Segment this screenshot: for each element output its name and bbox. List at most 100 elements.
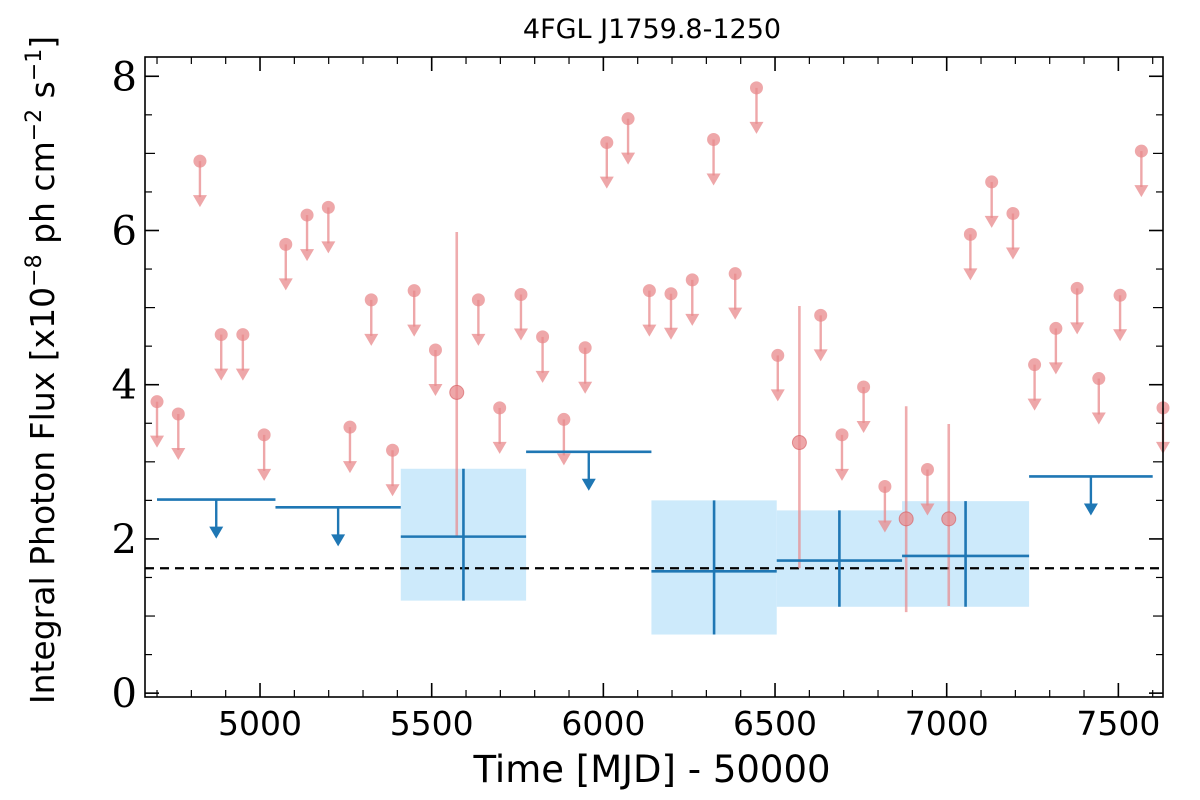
monthly-upper-limit-point [1028,358,1042,372]
y-tick-label: 6 [112,208,137,254]
monthly-upper-limit-point [1113,288,1127,302]
monthly-upper-limit-arrowhead [834,468,849,481]
monthly-upper-limit-point [236,328,250,342]
monthly-upper-limit-arrowhead [492,441,507,454]
monthly-upper-limit-arrowhead [877,520,892,533]
monthly-upper-limit-arrowhead [685,313,700,326]
monthly-upper-limit-arrowhead [1134,185,1149,198]
y-tick-label: 4 [112,363,137,409]
monthly-upper-limit-arrowhead [257,468,272,481]
monthly-upper-limit-point [193,154,207,168]
monthly-upper-limit-arrowhead [556,453,571,466]
y-axis-label-exp1: −8 [22,254,47,286]
monthly-upper-limit-point [407,284,421,298]
monthly-upper-limit-point [493,401,507,415]
monthly-upper-limit-arrowhead [963,268,978,281]
y-tick-label: 2 [112,517,137,563]
monthly-upper-limit-arrowhead [642,324,657,337]
y-axis-label-mid2: s [23,81,62,109]
monthly-detection-point [898,511,914,527]
monthly-upper-limit-arrowhead [856,421,871,434]
monthly-upper-limit-arrowhead [513,328,528,341]
monthly-upper-limit-arrowhead [300,249,315,262]
monthly-upper-limit-arrowhead [192,195,207,208]
monthly-upper-limit-point [771,348,785,362]
monthly-upper-limit-arrowhead [364,333,379,346]
monthly-upper-limit-arrowhead [920,503,935,516]
monthly-upper-limit-arrowhead [770,389,785,402]
axes-frame [144,56,1164,698]
monthly-upper-limit-arrowhead [407,324,422,337]
monthly-upper-limit-arrowhead [663,327,678,340]
x-tick-label: 7500 [1076,704,1160,743]
monthly-upper-limit-point [343,420,357,434]
monthly-upper-limit-arrowhead [599,176,614,189]
yearly-upper-limit-arrowhead [1083,503,1098,516]
chart-title: 4FGL J1759.8-1250 [523,14,781,45]
yearly-upper-limit-arrowhead [209,526,224,539]
monthly-upper-limit-arrowhead [578,381,593,394]
x-tick-label: 5500 [390,704,474,743]
monthly-upper-limit-point [835,428,849,442]
monthly-upper-limit-arrowhead [214,368,229,381]
monthly-detection-point [941,511,957,527]
monthly-upper-limit-point [1092,372,1106,386]
monthly-upper-limit-point [642,284,656,298]
monthly-upper-limit-arrowhead [1048,362,1063,375]
y-axis-label-mid1: ph cm [23,141,62,254]
monthly-upper-limit-point [214,328,228,342]
monthly-upper-limit-point [300,208,314,222]
x-tick-label: 5000 [218,704,302,743]
monthly-upper-limit-point [428,343,442,357]
y-axis-label-exp2: −2 [22,109,47,141]
monthly-upper-limit-point [600,136,614,150]
monthly-upper-limit-point [985,175,999,189]
y-axis-label-suffix: ] [23,36,62,49]
monthly-upper-limit-arrowhead [1070,322,1085,335]
monthly-upper-limit-arrowhead [321,241,336,254]
monthly-upper-limit-point [814,308,828,322]
monthly-upper-limit-point [386,443,400,457]
monthly-upper-limit-point [707,133,721,147]
monthly-upper-limit-arrowhead [1113,329,1128,342]
monthly-upper-limit-point [1070,281,1084,295]
monthly-upper-limit-arrowhead [749,121,764,134]
monthly-upper-limit-arrowhead [1005,247,1020,260]
y-axis-label: Integral Photon Flux [x10−8 ph cm−2 s−1] [22,36,62,704]
axis-ticks: 5000 5500 6000 6500 7000 7500 0 2 4 6 8 [112,54,1163,743]
monthly-upper-limit-arrowhead [984,215,999,228]
monthly-upper-limit-point [664,287,678,301]
monthly-upper-limit-point [728,267,742,281]
monthly-upper-limit-arrowhead [171,448,186,461]
monthly-upper-limit-point [471,293,485,307]
monthly-upper-limit-point [578,341,592,355]
y-axis-label-prefix: Integral Photon Flux [x10 [23,287,62,704]
monthly-upper-limit-point [1006,207,1020,221]
monthly-upper-limit-point [920,463,934,477]
yearly-upper-limit-arrowhead [331,534,346,547]
monthly-upper-limit-point [749,81,763,95]
monthly-upper-limit-point [621,112,635,126]
yearly-upper-limit-arrowhead [581,478,596,491]
x-tick-label: 6000 [561,704,645,743]
monthly-upper-limit-point [857,380,871,394]
monthly-upper-limit-arrowhead [342,461,357,474]
monthly-detection-point [791,435,807,451]
y-tick-label: 0 [112,671,137,717]
plot-area [145,81,1170,635]
monthly-upper-limit-arrowhead [385,484,400,497]
monthly-upper-limit-arrowhead [471,333,486,346]
monthly-upper-limit-point [514,287,528,301]
monthly-upper-limit-arrowhead [535,370,550,383]
y-axis-label-exp3: −1 [22,49,47,81]
monthly-upper-limit-arrowhead [813,349,828,362]
monthly-upper-limit-arrowhead [278,278,293,291]
monthly-upper-limit-point [878,479,892,493]
x-tick-label: 7000 [905,704,989,743]
monthly-upper-limit-arrowhead [235,368,250,381]
monthly-upper-limit-point [257,428,271,442]
x-tick-label: 6500 [733,704,817,743]
monthly-upper-limit-point [171,407,185,421]
monthly-upper-limit-point [321,200,335,214]
